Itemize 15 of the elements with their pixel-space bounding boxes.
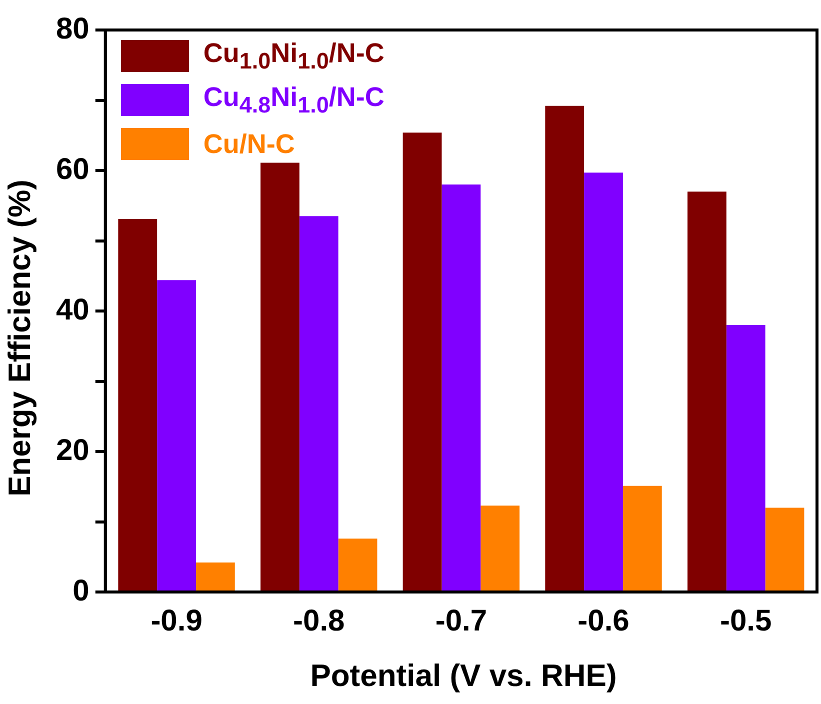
x-tick-label: -0.8 — [293, 604, 345, 638]
x-tick-label: -0.5 — [720, 604, 772, 638]
legend-label: Cu/N-C — [203, 128, 295, 160]
x-axis-title: Potential (V vs. RHE) — [309, 658, 618, 694]
y-tick-label: 80 — [56, 12, 90, 46]
x-tick-label: -0.7 — [435, 604, 488, 638]
y-axis-title: Energy Efficiency (%) — [2, 178, 38, 498]
y-tick-label: 40 — [56, 293, 90, 326]
legend-label: Cu$_{1.0}$Ni$_{1.0}$/N-C — [203, 38, 384, 74]
y-tick-label: 0 — [72, 574, 90, 608]
x-tick-label: -0.6 — [578, 604, 630, 638]
y-tick-label: 20 — [56, 434, 90, 467]
x-tick-label: -0.9 — [150, 604, 202, 638]
legend-label: Cu$_{4.8}$Ni$_{1.0}$/N-C — [203, 82, 384, 118]
y-tick-label: 60 — [56, 152, 90, 186]
